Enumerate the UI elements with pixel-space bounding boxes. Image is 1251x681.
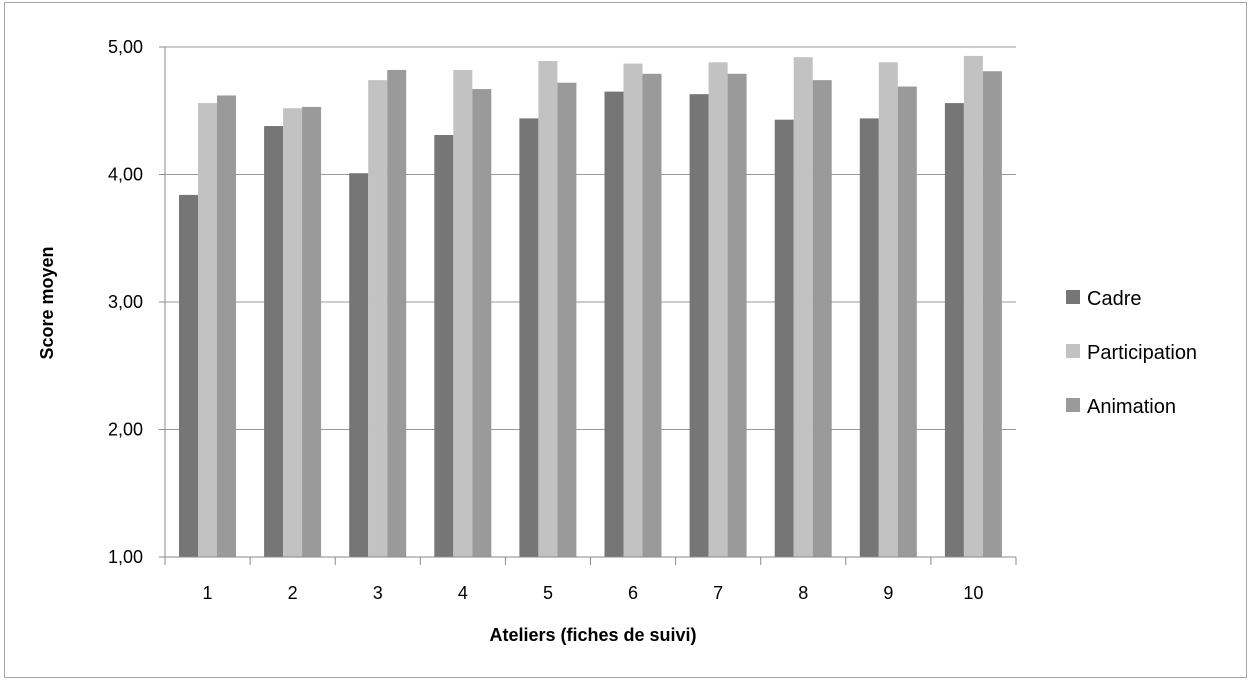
y-tick-label: 3,00 [108,292,143,312]
bar-participation-9 [878,62,898,558]
legend-label-animation: Animation [1087,396,1176,418]
y-tick-labels: 1,00 2,00 3,00 4,00 5,00 [108,37,143,567]
x-tick-label: 3 [373,583,383,603]
legend-label-cadre: Cadre [1087,288,1141,310]
x-tick-label: 8 [798,583,808,603]
x-tick-label: 2 [288,583,298,603]
x-tick-label: 5 [543,583,553,603]
bar-cadre-10 [944,103,964,557]
bar-participation-6 [623,63,643,557]
bar-cadre-9 [859,118,879,558]
bar-participation-4 [453,69,473,557]
x-tick-labels: 1 2 3 4 5 6 7 8 9 10 [203,583,984,603]
bar-cadre-7 [689,94,709,558]
bar-participation-5 [538,61,558,558]
bar-cadre-8 [774,119,794,558]
legend-swatch-cadre [1066,290,1080,304]
bar-cadre-5 [519,118,539,558]
bar-cadre-2 [264,126,284,558]
bar-animation-7 [727,73,747,558]
bar-animation-10 [982,71,1002,557]
x-axis-title: Ateliers (fiches de suivi) [489,625,696,645]
y-tick-label: 1,00 [108,547,143,567]
legend-label-participation: Participation [1087,342,1197,364]
x-tick-label: 6 [628,583,638,603]
legend-swatch-participation [1066,344,1080,358]
bar-participation-1 [198,103,217,557]
x-tick-label: 4 [458,583,468,603]
bar-animation-9 [897,86,917,558]
x-tick-label: 10 [963,583,983,603]
legend-swatch-animation [1066,398,1080,412]
legend: Cadre Participation Animation [1066,288,1197,418]
x-tick-label: 9 [883,583,893,603]
bar-animation-8 [812,80,832,558]
bar-animation-4 [472,89,492,557]
bar-animation-5 [557,82,577,557]
bar-cadre-1 [179,194,198,557]
bar-participation-7 [708,62,728,558]
bar-animation-2 [302,106,322,558]
bar-cadre-4 [434,134,454,557]
bar-participation-2 [283,108,303,557]
y-tick-label: 2,00 [108,420,143,440]
axes [164,47,1017,565]
bars [179,55,1002,558]
y-tick-label: 5,00 [108,37,143,57]
y-axis-title: Score moyen [37,246,57,359]
bar-animation-6 [642,73,662,558]
bar-animation-1 [217,95,236,557]
bar-cadre-3 [349,173,369,557]
bar-participation-8 [793,57,813,557]
bar-participation-3 [368,80,388,558]
bar-participation-10 [963,55,983,558]
bar-animation-3 [387,69,407,557]
x-tick-label: 1 [203,583,213,603]
x-tick-label: 7 [713,583,723,603]
bar-cadre-6 [604,91,624,557]
y-tick-label: 4,00 [108,165,143,185]
